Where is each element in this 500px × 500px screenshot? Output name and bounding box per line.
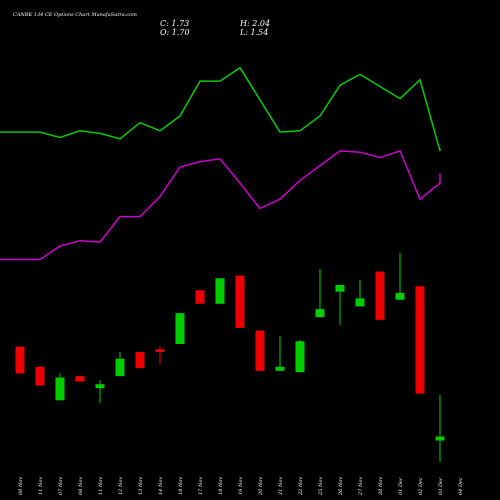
candle-body [155,349,165,353]
candle [255,330,265,371]
candle-body [55,377,65,401]
x-axis-ticks: 08 Nov 11 Nov 07 Nov 08 Nov 11 Nov 12 Nov 13 N… [18,477,464,496]
x-tick-label: 04 Dec [458,477,464,495]
candle-body [295,341,305,373]
indicator-line-2 [0,149,441,261]
x-tick-label: 14 Nov [158,477,164,495]
low-label: L: 1.54 [239,28,268,37]
candle [235,275,245,328]
candle-body [315,309,325,318]
candle-body [175,313,185,344]
candle [435,394,445,462]
candle [355,279,365,307]
candle [115,352,125,377]
x-tick-label: 08 Nov [18,477,24,495]
candle-body [215,278,225,304]
candle-body [95,384,105,389]
candle [35,366,45,386]
candle-body [75,376,85,382]
x-tick-label: 25 Nov [318,477,324,496]
x-tick-label: 03 Dec [438,477,444,495]
chart-title: CANBK 134 CE Options Chart MunafaSutra.c… [13,12,137,18]
candle [95,380,105,403]
candle [155,346,165,365]
candle-body [395,293,405,300]
candle [415,286,425,394]
x-tick-label: 17 Nov [198,477,204,495]
candle-body [375,271,385,320]
candle [135,352,145,369]
candle-body [195,290,205,304]
candle-body [275,366,285,371]
candle-body [415,286,425,394]
candle-body [335,284,345,292]
candle [335,284,345,326]
x-tick-label: 18 Nov [178,477,184,495]
candle-body [15,346,25,374]
candle-body [355,298,365,307]
candle [395,252,405,300]
candle [275,335,285,371]
indicator-lines [0,66,441,261]
x-tick-label: 02 Dec [418,477,424,495]
candle-body [435,436,445,441]
candles [15,252,445,462]
x-tick-label: 22 Nov [298,477,304,496]
x-tick-label: 01 Dec [398,477,404,495]
x-tick-label: 27 Nov [358,477,364,496]
x-tick-label: 19 Nov [238,477,244,495]
candle-body [235,275,245,328]
x-tick-label: 08 Nov [78,477,84,495]
indicator-line-1 [0,66,441,152]
candle-body [255,330,265,371]
candle-body [135,352,145,369]
x-tick-label: 28 Nov [378,477,384,496]
x-tick-label: 20 Nov [258,477,264,496]
x-tick-label: 07 Nov [58,477,64,495]
high-label: H: 2.04 [239,19,270,28]
x-tick-label: 21 Nov [278,477,284,496]
candle-body [35,366,45,386]
candle [15,346,25,374]
candle [175,313,185,344]
candle-body [115,358,125,377]
x-tick-label: 13 Nov [138,477,144,495]
x-tick-label: 26 Nov [338,477,344,496]
candle [195,290,205,304]
open-label: O: 1.70 [160,28,190,37]
candle [215,278,225,304]
candle [295,339,305,373]
x-tick-label: 11 Nov [98,477,104,495]
candle [315,268,325,318]
candle [375,271,385,320]
candle [75,376,85,382]
x-tick-label: 11 Nov [38,477,44,495]
x-tick-label: 18 Nov [218,477,224,495]
x-tick-label: 12 Nov [118,477,124,495]
candle [55,373,65,401]
close-label: C: 1.73 [160,19,189,28]
